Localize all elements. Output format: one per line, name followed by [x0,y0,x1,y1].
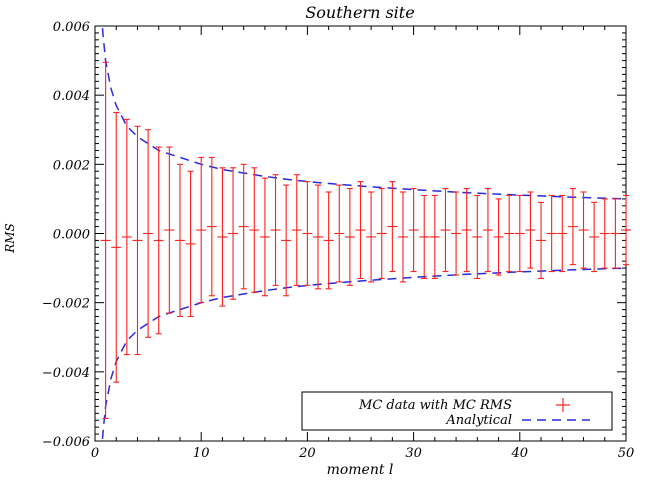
x-tick-label: 50 [618,446,635,461]
legend: MC data with MC RMS Analytical [301,391,613,431]
mc-data-point [567,187,578,266]
x-tick-label: 30 [405,446,422,461]
mc-data-point [259,177,270,297]
mc-data-point [536,201,547,280]
y-tick-label: −0.004 [42,366,90,381]
mc-data-point [196,156,207,304]
mc-data-point [238,163,249,290]
x-axis-label: moment l [327,462,394,478]
mc-data-point [397,191,408,283]
y-tick-label: 0.004 [53,89,90,104]
x-tick-label: 10 [193,446,210,461]
mc-data-point [451,191,462,276]
mc-data-point [164,146,175,314]
y-tick-label: 0.002 [53,158,90,173]
legend-marker-mc [556,398,570,412]
mc-data-point [291,174,302,286]
mc-errorbars [100,61,631,420]
y-tick-label: 0.006 [53,20,90,35]
mc-data-point [429,194,440,280]
y-tick-label: −0.002 [42,297,90,312]
mc-data-point [557,194,568,273]
mc-data-point [621,194,631,266]
mc-data-point [525,191,536,269]
mc-data-point [185,170,196,318]
mc-data-point [419,194,430,280]
mc-data-point [270,174,281,286]
mc-data-point [132,125,143,356]
mc-data-point [344,187,355,286]
mc-data-point [482,187,493,273]
mc-data-point [111,111,122,383]
analytical-upper-curve [101,26,626,200]
mc-data-point [355,181,366,280]
mc-data-point [461,187,472,273]
mc-data-point [376,187,387,280]
x-tick-label: 40 [511,446,529,461]
x-axis-ticks: 0 10 20 30 40 50 [91,26,634,461]
mc-data-point [143,129,154,338]
mc-data-point [121,118,132,356]
analytical-lower-curve [101,267,626,441]
mc-data-point [387,181,398,273]
y-axis-ticks: −0.006 −0.004 −0.002 0.000 0.002 0.004 0.006 [42,20,626,450]
chart-title: Southern site [305,3,414,22]
mc-data-point [610,198,621,269]
mc-data-point [281,184,292,297]
mc-data-point [100,61,111,420]
mc-data-point [153,146,164,335]
mc-data-point [366,191,377,283]
x-tick-label: 20 [298,446,316,461]
mc-data-point [599,198,610,269]
mc-data-point [313,184,324,290]
mc-data-point [334,184,345,283]
mc-data-point [546,194,557,273]
legend-label-analytical: Analytical [445,413,512,428]
mc-data-point [408,187,419,273]
plot-area: 0 10 20 30 40 50 −0.006 −0.004 −0.002 0.000 0.002… [42,20,634,461]
y-axis-label: RMS [3,223,17,254]
mc-data-point [302,181,313,286]
legend-box [301,391,613,431]
mc-data-point [472,194,483,280]
mc-data-point [206,156,217,297]
mc-data-point [514,194,525,273]
mc-data-point [493,198,504,276]
mc-data-point [578,191,589,269]
mc-data-point [249,167,260,293]
legend-label-mc: MC data with MC RMS [358,398,512,413]
x-tick-label: 0 [91,446,99,461]
mc-data-point [217,167,228,307]
y-tick-label: 0.000 [53,228,90,243]
mc-data-point [174,163,185,318]
mc-data-point [504,194,515,273]
mc-data-point [228,167,239,300]
mc-data-point [440,187,451,273]
mc-data-point [589,201,600,273]
y-tick-label: −0.006 [42,435,90,450]
mc-data-point [323,191,334,290]
